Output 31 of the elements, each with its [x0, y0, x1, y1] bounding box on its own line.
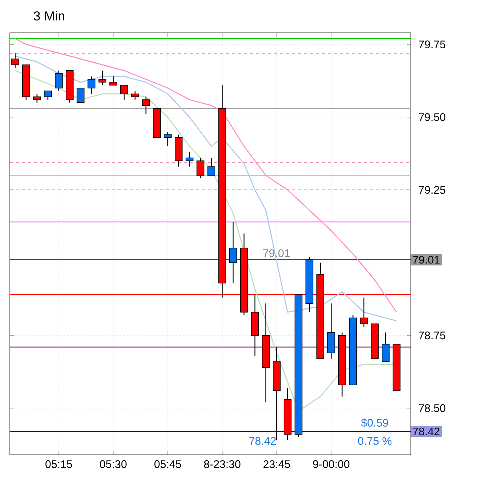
- y-tick-label: 78.75: [419, 332, 446, 340]
- y-tick-label: 79.25: [419, 186, 446, 194]
- annotation: 78.42: [250, 437, 276, 446]
- x-tick-label: 05:30: [100, 460, 127, 468]
- candlestick: [360, 297, 368, 328]
- y-tick-label: 78.50: [419, 404, 446, 412]
- candlestick: [76, 88, 85, 104]
- y-tick-label: 79.50: [419, 114, 446, 122]
- x-tick-label: 05:45: [154, 460, 182, 468]
- candlestick: [88, 76, 96, 95]
- x-tick-label: 8-23:30: [204, 460, 241, 468]
- annotation: 0.75 %: [358, 437, 392, 446]
- candlestick: [120, 84, 128, 100]
- candlestick: [98, 70, 107, 86]
- y-tick-label: 79.75: [419, 40, 446, 49]
- candlestick: [175, 134, 183, 168]
- candlestick: [196, 158, 205, 179]
- candlestick: [328, 303, 336, 360]
- candlestick: [164, 132, 172, 147]
- x-tick-label: 05:15: [46, 460, 72, 468]
- candlestick: [186, 152, 194, 168]
- candlestick: [382, 332, 390, 362]
- candlestick: [55, 70, 63, 92]
- x-tick-label: 9-00:00: [313, 460, 350, 468]
- ref-line-label: 78.42: [413, 428, 440, 436]
- chart-title: 3 Min: [34, 11, 64, 21]
- ref-line-label: 79.01: [413, 256, 440, 264]
- candlestick: [142, 96, 150, 115]
- candlestick: [208, 158, 216, 176]
- x-tick-label: 23:45: [264, 460, 290, 468]
- annotation: $0.59: [361, 418, 388, 428]
